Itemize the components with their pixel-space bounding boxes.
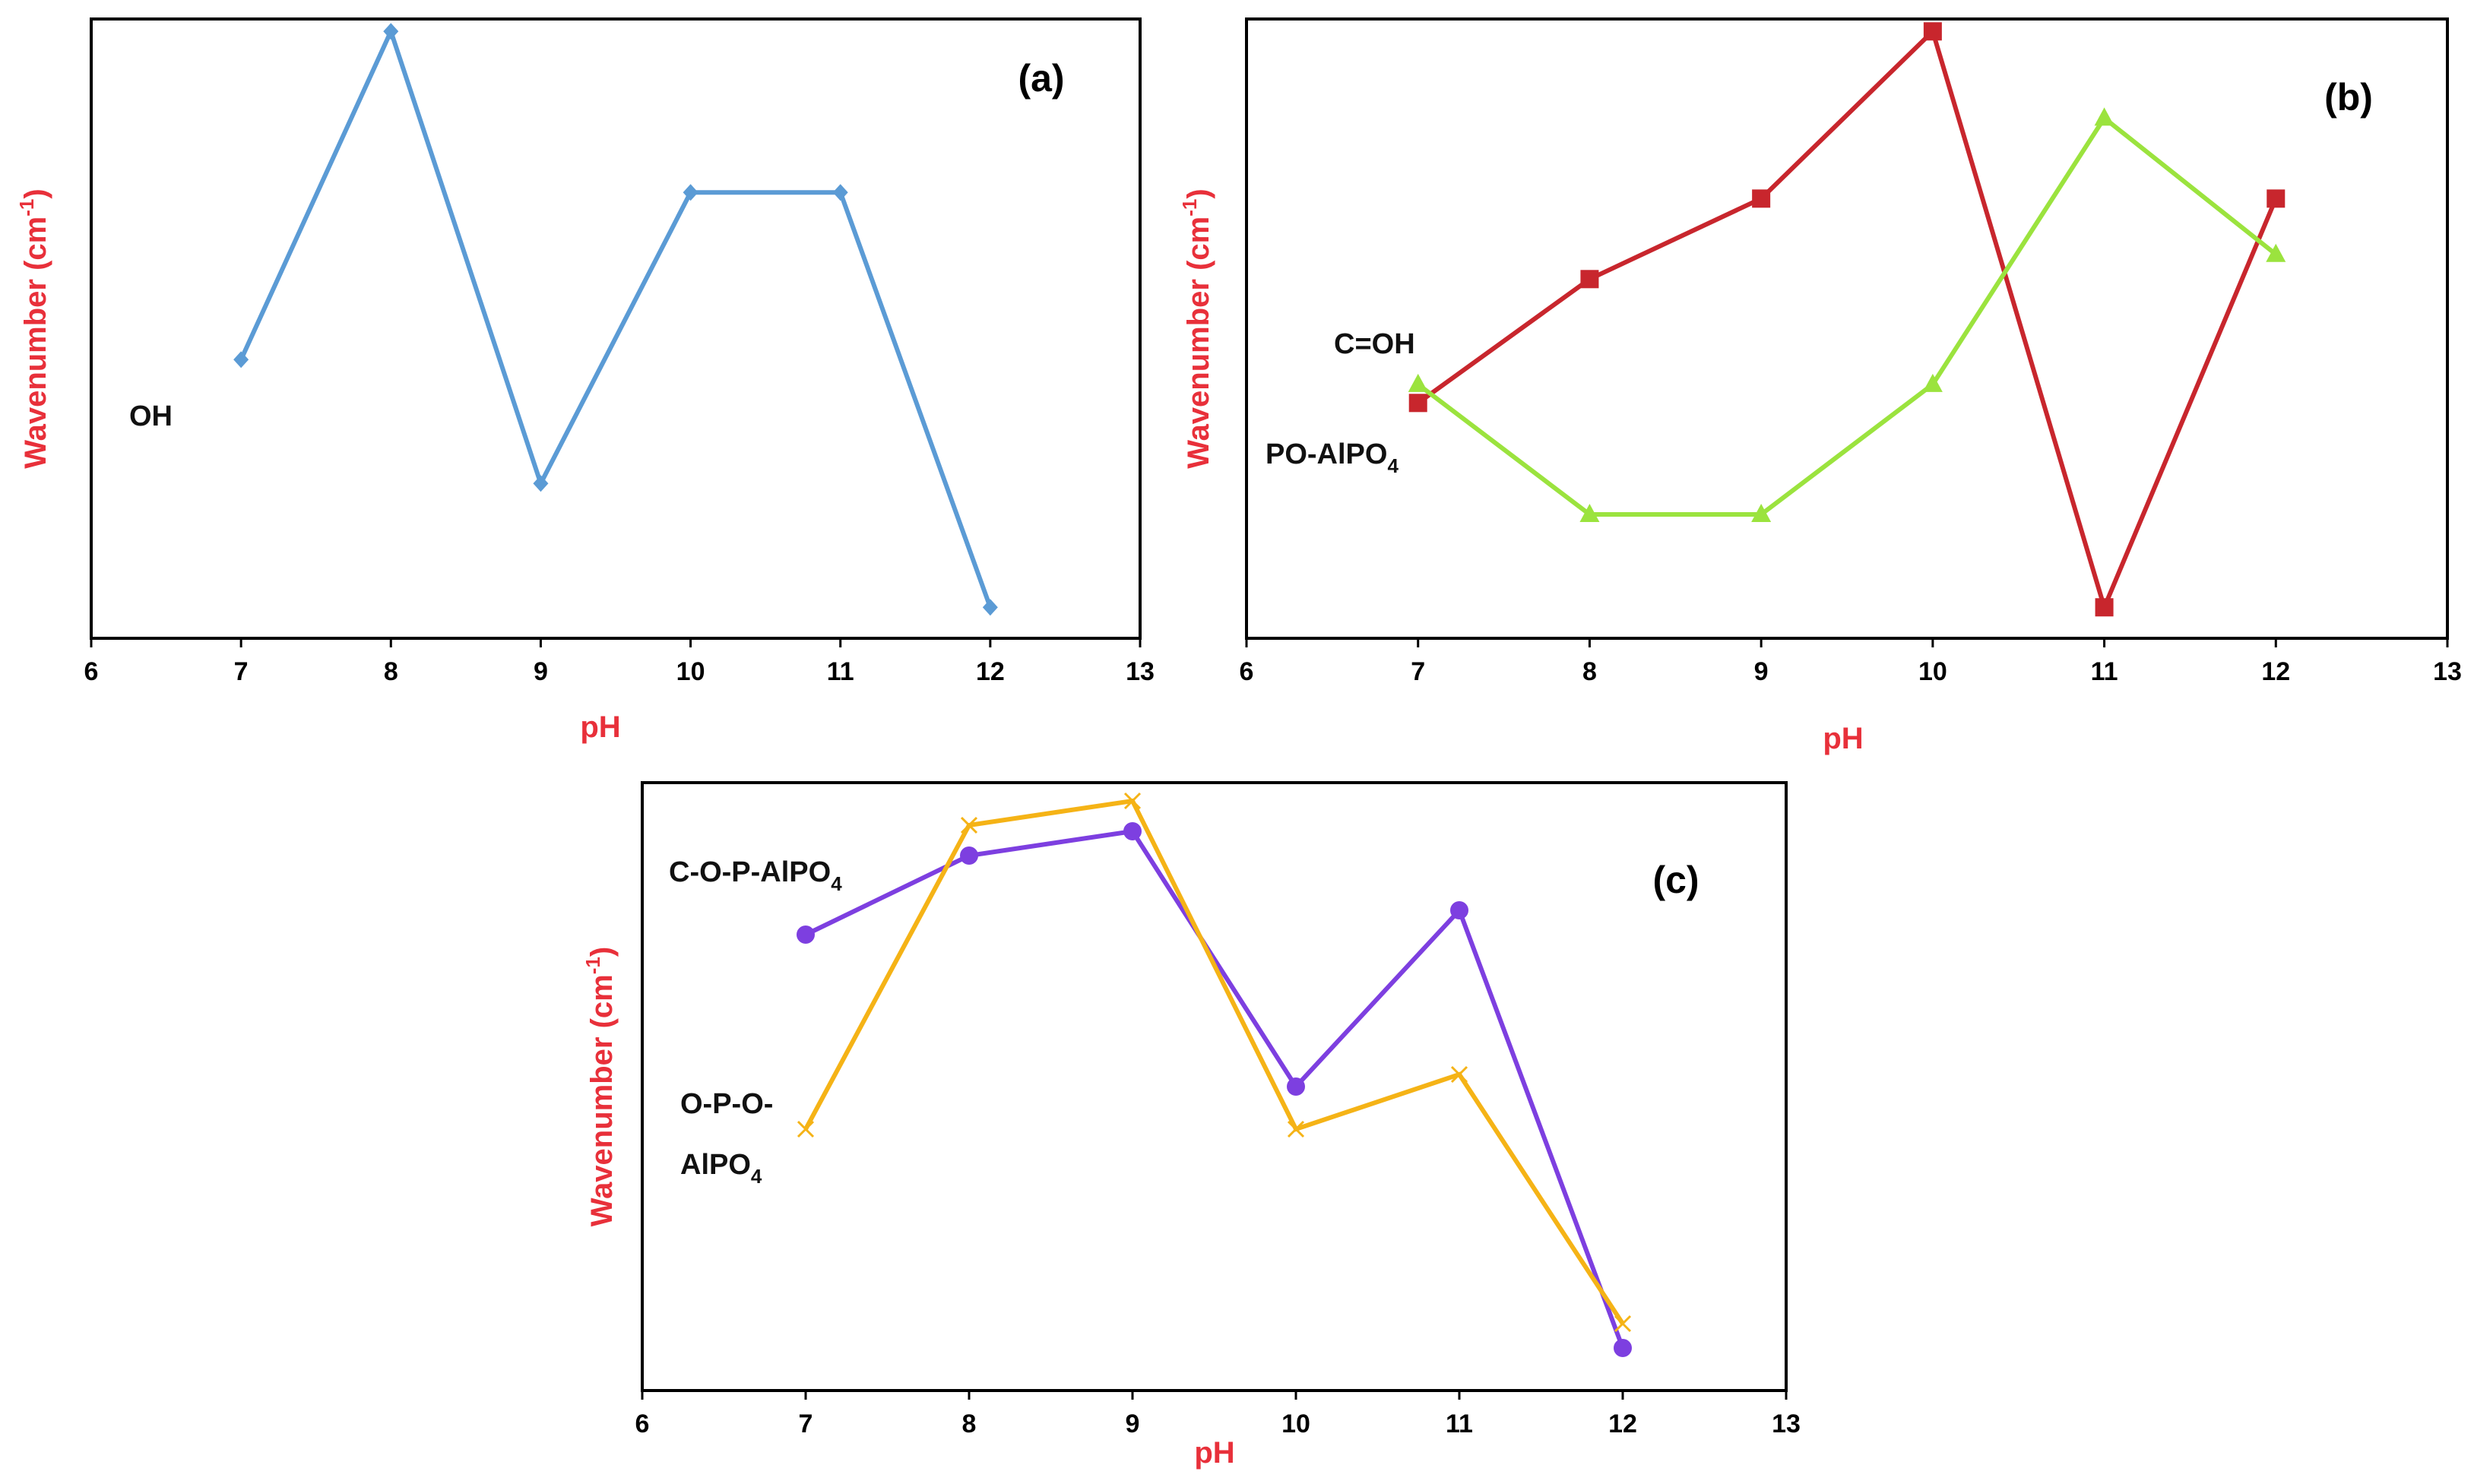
x-tick-label: 8 [962,1410,977,1438]
x-tick-label: 10 [1281,1410,1310,1438]
data-point-circle [797,926,815,944]
x-tick-label: 10 [1918,657,1947,686]
data-point-x [1614,1315,1632,1333]
data-point-triangle [1408,373,1428,392]
data-point-circle [1450,901,1468,919]
data-point-square [2267,189,2286,208]
x-axis-label: pH [1194,1436,1234,1470]
data-point-diamond [383,23,399,40]
data-point-x [1450,1065,1468,1084]
data-point-triangle [1751,504,1772,522]
x-axis-label: pH [580,710,620,744]
x-tick-label: 8 [384,657,398,686]
data-point-x [960,816,978,834]
data-point-x [1123,792,1142,810]
series-annotation: AlPO4 [680,1149,762,1188]
x-tick-label: 12 [976,657,1005,686]
plot-frame [641,781,1788,1392]
data-point-triangle [2094,107,2114,126]
series-annotation: O-P-O- [680,1088,773,1120]
data-point-circle [1614,1339,1632,1357]
chart-panel-c: 6 7 8 9 10 11 12 13 pH Wavenumber (cm-1) (c) C-O-P-… [581,781,1801,1470]
series-annotation: PO-AlPO4 [1266,438,1399,477]
x-tick-label: 7 [799,1410,813,1438]
x-tick-label: 12 [2261,657,2290,686]
x-tick-label: 13 [1772,1410,1801,1438]
data-point-circle [1123,822,1142,840]
x-tick-label: 7 [234,657,249,686]
data-point-square [1580,270,1599,289]
plot-frame [1245,17,2449,640]
data-point-triangle [1922,373,1943,392]
data-point-x [797,1120,815,1138]
data-point-square [1923,22,1942,41]
panel-label: (c) [1652,859,1699,901]
series-line-po-alpo4 [1416,114,2278,517]
data-point-square [1752,189,1771,208]
x-tick-label: 8 [1582,657,1597,686]
x-tick-label: 7 [1411,657,1425,686]
x-tick-label: 11 [2091,657,2118,686]
data-point-x [1287,1120,1305,1138]
x-tick-label: 6 [84,657,99,686]
plot-frame [90,17,1142,640]
data-point-diamond [233,351,249,369]
chart-panel-a: 6 7 8 9 10 11 12 13 pH Wavenumber (cm-1) (a) OH [15,17,1155,744]
data-point-square [1408,394,1427,413]
data-point-diamond [683,184,698,201]
x-tick-label: 12 [1608,1410,1637,1438]
series-annotation: C=OH [1334,328,1415,360]
y-axis-label: Wavenumber (cm-1) [15,188,52,468]
series-line-c-o-p-alpo4 [804,828,1625,1350]
series-line-oh [239,25,993,609]
data-point-triangle [1579,504,1600,522]
x-tick-label: 6 [635,1410,650,1438]
x-tick-label: 9 [1754,657,1769,686]
data-point-triangle [2266,243,2286,262]
data-point-diamond [982,599,998,616]
chart-panel-b: 6 7 8 9 10 11 12 13 pH Wavenumber (cm-1) (b) C=OH PO… [1178,17,2462,755]
y-axis-label: Wavenumber (cm-1) [581,947,619,1226]
x-tick-label: 9 [534,657,548,686]
x-tick-label: 6 [1240,657,1254,686]
data-point-circle [1287,1077,1305,1096]
x-tick-label: 13 [2433,657,2462,686]
panel-label: (a) [1018,57,1064,100]
data-point-diamond [832,184,848,201]
data-point-diamond [533,475,549,492]
series-line-o-p-o-alpo4 [803,798,1625,1325]
x-tick-label: 13 [1126,657,1155,686]
x-tick-label: 11 [827,657,854,686]
y-axis-label: Wavenumber (cm-1) [1178,188,1215,468]
series-annotation: OH [129,400,173,432]
x-tick-label: 9 [1126,1410,1140,1438]
x-tick-label: 10 [676,657,705,686]
x-tick-label: 11 [1446,1410,1473,1438]
data-point-circle [960,846,978,865]
x-axis-label: pH [1823,722,1863,755]
series-line-c-oh [1416,27,2279,615]
data-point-square [2095,598,2114,617]
panel-label: (b) [2324,76,2373,119]
series-annotation: C-O-P-AlPO4 [669,856,842,895]
